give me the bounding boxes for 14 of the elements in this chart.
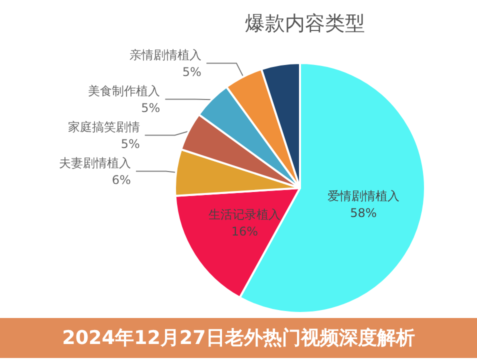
slice-label: 爱情剧情植入 [327,188,400,203]
data-label: 6% [112,172,131,187]
data-label: 16% [231,224,258,239]
data-label: 5% [120,136,140,151]
slice-label: 生活记录植入 [208,208,281,222]
slice-label: 美食制作植入 [88,84,160,98]
chart-title: 爆款内容类型 [245,11,365,35]
data-label: 5% [182,64,202,79]
data-label: 58% [350,206,377,220]
text: 2024年12月27日老外热门视频深度解析 [0,318,477,358]
slice-label: 夫妻剧情植入 [58,156,131,170]
data-label: 5% [141,100,160,115]
slice-label: 亲情剧情植入 [129,48,202,62]
slice-label: 家庭搞笑剧情 [68,120,140,134]
